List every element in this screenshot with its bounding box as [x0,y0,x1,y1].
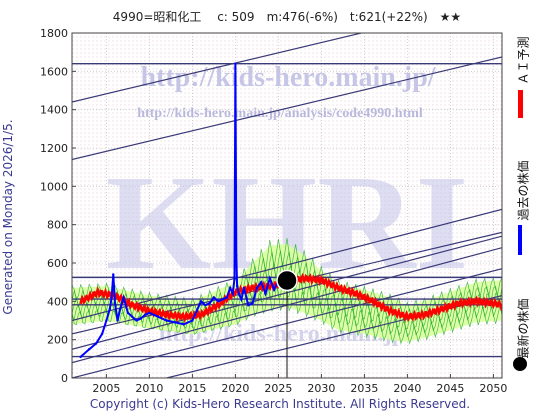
past-price-point [116,319,119,322]
past-price-point [108,307,112,311]
past-price-point [208,302,211,305]
past-price-point [240,298,243,301]
past-price-point [100,332,104,336]
plot-frame [71,32,503,379]
past-price-point [191,319,194,322]
past-price-point [182,323,185,326]
past-price-point [195,309,198,313]
trend-line [72,33,364,103]
past-price-point [79,355,82,359]
past-price-point [235,254,238,257]
past-price-point [113,302,117,305]
past-price-point [199,300,203,303]
y-tick-label: 1000 [40,180,68,193]
x-tick-label: 2015 [178,382,206,395]
y-tick-label: 1200 [40,142,68,155]
past-price-point [231,292,235,295]
current-price-dot [276,269,298,292]
watermark-url-small: http://kids-hero.main.jp/analysis/code49… [137,106,423,121]
trend-line [72,208,502,322]
generated-date-label: Generated on Monday 2026/1/5. [1,119,15,315]
y-tick-label: 600 [47,257,68,270]
past-price-point [135,319,138,322]
y-tick-label: 1800 [40,27,68,40]
y-tick-label: 800 [47,219,68,232]
legend-ai-swatch [518,90,523,118]
past-price-point [264,292,267,295]
x-tick-label: 2035 [350,382,378,395]
past-price-point [268,277,271,280]
past-price-point [221,298,224,301]
axes: 2005 2010 2015 2020 2025 2030 2035 2040 2045 2050… [40,27,507,395]
past-price-point [212,296,216,299]
past-price-point [272,288,276,292]
plot-area [72,33,502,378]
y-tick-label: 0 [61,372,68,385]
past-price-point [126,311,130,315]
chart-title: 4990=昭和化工 c: 509 m:476(-6%) t:621(+22%) … [112,10,462,24]
past-price-point [94,342,98,345]
y-tick-label: 400 [47,295,68,308]
x-tick-label: 2030 [307,382,335,395]
past-price-point [112,273,115,276]
past-price-point [88,348,91,351]
past-price-point [234,62,237,65]
past-price-point [174,321,177,324]
x-tick-label: 2045 [436,382,464,395]
y-tick-label: 200 [47,334,68,347]
past-price-point [131,315,134,318]
x-tick-label: 2005 [92,382,120,395]
past-price-point [217,300,220,303]
past-price-point [251,302,254,305]
past-price-point [148,311,151,315]
past-price-point [122,296,125,299]
legend-latest-dot [513,357,527,371]
y-tick-label: 1600 [40,65,68,78]
past-price-point [165,319,168,322]
past-price-point [143,313,147,316]
past-price-point [247,303,250,307]
past-price-point [233,277,236,280]
past-price-point [229,286,232,290]
past-price-point [204,303,207,307]
past-price-point [110,296,113,299]
past-price-point [242,286,246,290]
past-price-point [237,292,241,295]
x-tick-label: 2010 [135,382,163,395]
trend-line [72,56,502,161]
x-tick-label: 2025 [264,382,292,395]
legend-past-swatch [518,225,522,255]
past-price-point [118,307,122,311]
past-price-point [156,315,160,318]
past-price-point [235,284,239,288]
x-tick-label: 2040 [393,382,421,395]
x-tick-label: 2020 [221,382,249,395]
past-price-point [255,286,259,290]
past-price-point [139,317,142,320]
past-price-point [105,319,108,322]
legend-latest-label: 最新の株価 [516,298,531,359]
x-tick-label: 2050 [479,382,507,395]
past-price-point [225,296,228,299]
y-tick-label: 1400 [40,104,68,117]
past-price-point [260,280,263,284]
copyright-footer: Copyright (c) Kids-Hero Research Institu… [89,397,471,411]
watermark-url-big: http://kids-hero.main.jp/ [140,62,436,93]
